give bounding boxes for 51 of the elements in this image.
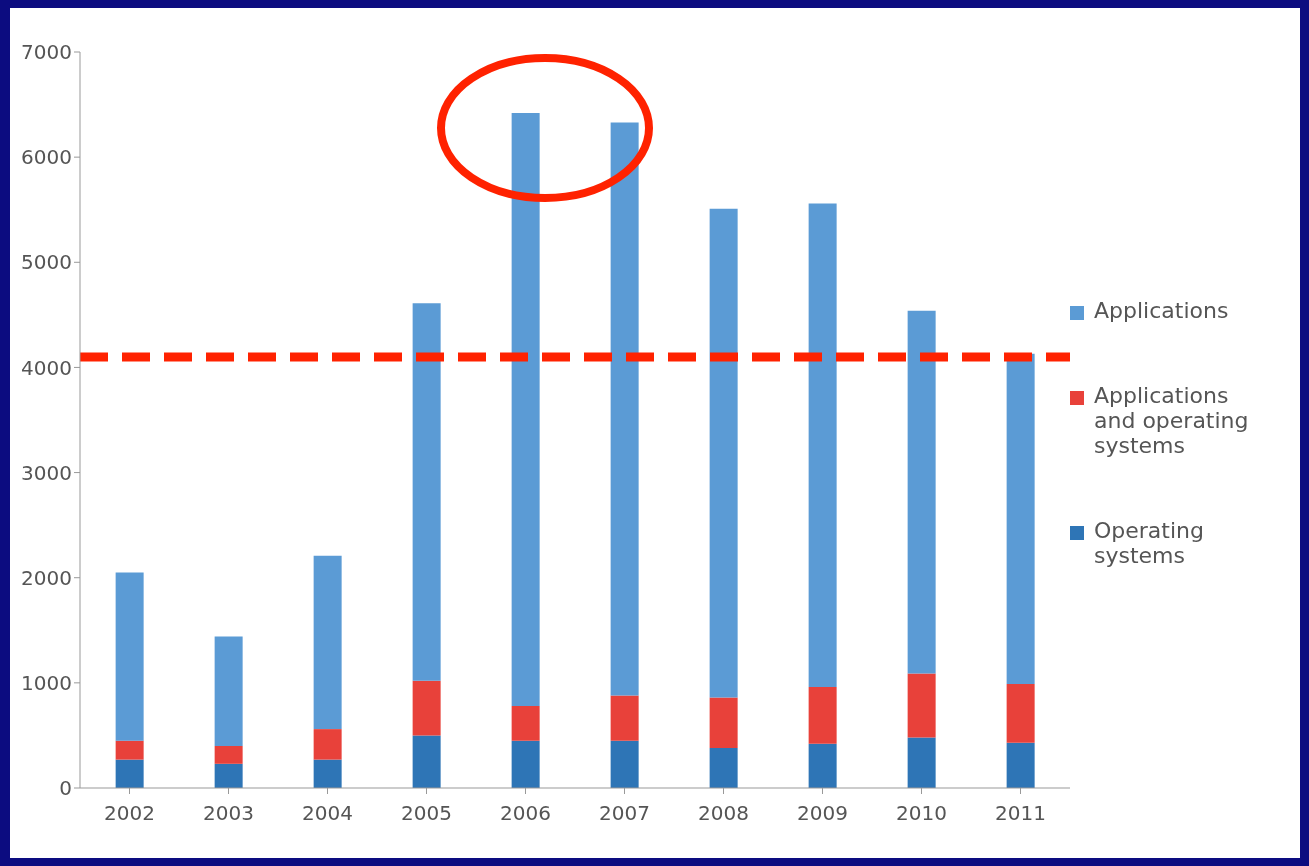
legend-label: Applications and operating systems: [1094, 383, 1250, 458]
bar: [412, 303, 441, 681]
x-tick-label: 2008: [698, 801, 749, 826]
bar: [907, 737, 936, 788]
x-tick-label: 2009: [797, 801, 848, 826]
bar: [808, 687, 837, 744]
y-tick-label: 1000: [21, 670, 72, 695]
bar: [214, 763, 243, 788]
y-tick-label: 5000: [21, 250, 72, 275]
x-tick-label: 2010: [896, 801, 947, 826]
bar: [412, 680, 441, 736]
x-tick-label: 2003: [203, 801, 254, 826]
bar: [907, 673, 936, 738]
bar: [313, 729, 342, 760]
bar: [709, 748, 738, 788]
legend-label: Applications: [1094, 298, 1229, 323]
bar: [610, 122, 639, 696]
bar: [214, 745, 243, 764]
y-tick-label: 4000: [21, 355, 72, 380]
bar: [313, 759, 342, 788]
bar: [808, 203, 837, 688]
legend-label: Operating systems: [1094, 518, 1205, 568]
y-tick-label: 7000: [21, 40, 72, 65]
bar: [808, 743, 837, 788]
bar: [610, 740, 639, 788]
bar: [115, 759, 144, 788]
x-tick-label: 2007: [599, 801, 650, 826]
x-tick-label: 2011: [995, 801, 1046, 826]
x-tick-label: 2002: [104, 801, 155, 826]
y-tick-label: 6000: [21, 145, 72, 170]
y-tick-label: 0: [59, 776, 72, 801]
bar: [1006, 742, 1035, 788]
bar: [1006, 683, 1035, 743]
bar: [907, 310, 936, 674]
bar: [709, 208, 738, 698]
bar: [412, 735, 441, 788]
bar: [115, 572, 144, 741]
bar: [709, 697, 738, 749]
x-tick-label: 2005: [401, 801, 452, 826]
bar: [610, 695, 639, 741]
bar: [313, 555, 342, 730]
bar: [214, 636, 243, 746]
bar: [1006, 353, 1035, 684]
bar: [115, 740, 144, 760]
x-tick-label: 2004: [302, 801, 353, 826]
bar: [511, 740, 540, 788]
bar: [511, 705, 540, 741]
y-tick-label: 3000: [21, 460, 72, 485]
x-tick-label: 2006: [500, 801, 551, 826]
y-tick-label: 2000: [21, 565, 72, 590]
bar: [511, 112, 540, 706]
